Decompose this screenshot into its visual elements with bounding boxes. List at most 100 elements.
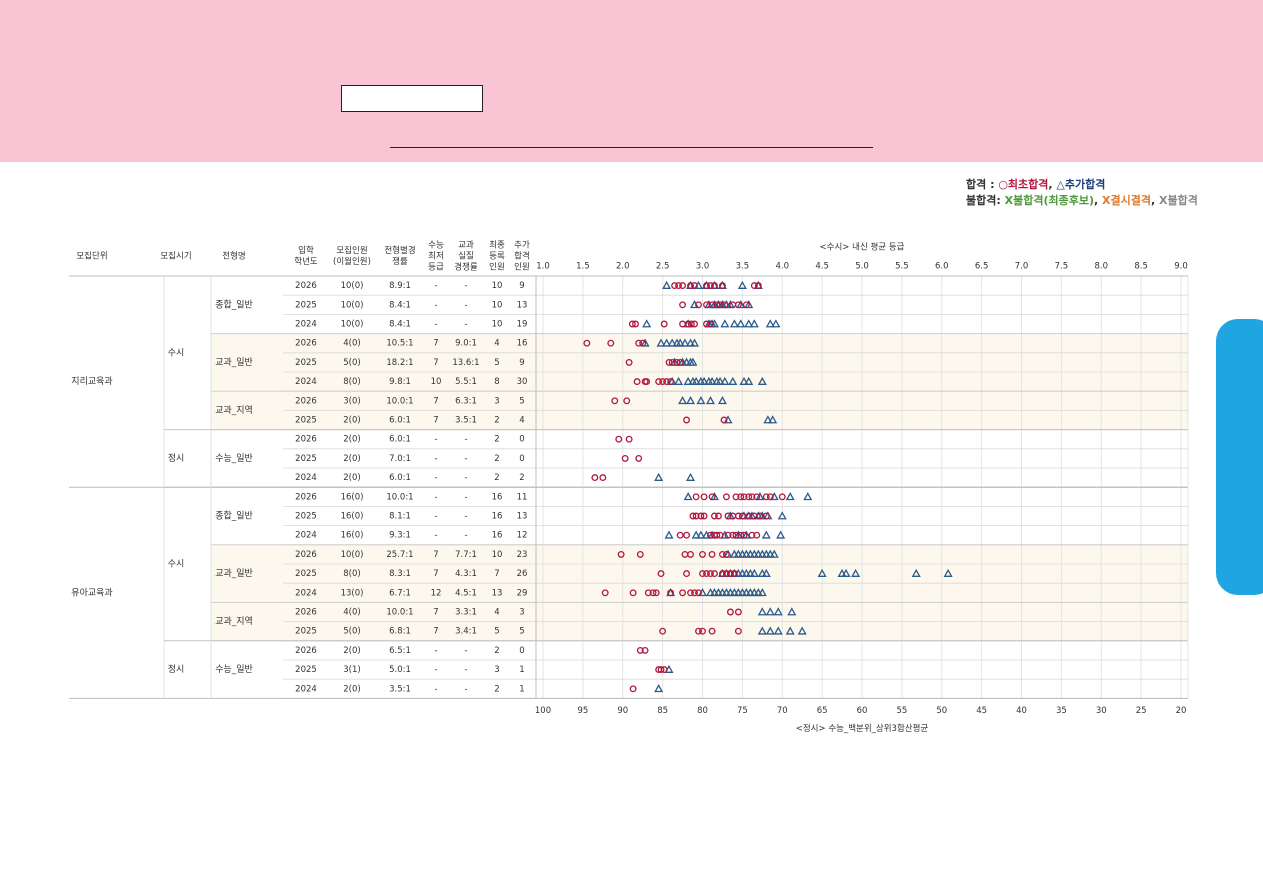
bottom-tick-label: 70 — [777, 706, 788, 716]
first-pass-point — [737, 531, 745, 539]
additional-pass-point — [763, 415, 773, 424]
cell-quota: 8(0) — [343, 377, 360, 387]
additional-pass-point — [699, 376, 709, 385]
cell-year: 2025 — [295, 454, 317, 464]
cell-ratio: 6.0:1 — [389, 416, 411, 426]
cell-real-ratio: - — [464, 454, 467, 464]
first-pass-point — [703, 570, 710, 578]
first-pass-point — [762, 512, 770, 520]
additional-pass-point — [725, 511, 735, 520]
additional-pass-point — [691, 376, 701, 385]
cell-min-grade: - — [434, 454, 437, 464]
cell-min-grade: 7 — [433, 358, 438, 368]
additional-pass-point — [733, 530, 743, 539]
legend-fail-row: 불합격: X불합격(최종후보), X결시결격, X불합격 — [966, 194, 1198, 207]
cell-min-grade: - — [434, 646, 437, 656]
cell-extra: 1 — [519, 684, 524, 694]
cell-year: 2024 — [295, 473, 317, 483]
cell-extra: 19 — [517, 320, 528, 330]
first-pass-point — [663, 378, 671, 386]
cell-year: 2026 — [295, 396, 317, 406]
bottom-tick-label: 85 — [657, 706, 668, 716]
cell-enroll: 10 — [492, 550, 503, 560]
header-banner — [0, 0, 1263, 162]
cell-enroll: 8 — [494, 377, 499, 387]
cell-year: 2025 — [295, 416, 317, 426]
additional-pass-point — [765, 319, 775, 328]
additional-pass-point — [851, 568, 861, 577]
first-pass-point — [699, 627, 706, 635]
side-tab[interactable] — [1216, 319, 1263, 595]
first-pass-point — [707, 320, 714, 328]
cell-quota: 2(0) — [343, 473, 360, 483]
additional-pass-point — [841, 568, 851, 577]
column-header-real: 실질 — [458, 251, 474, 262]
first-pass-point — [700, 512, 708, 520]
first-pass-point — [711, 512, 718, 520]
cell-ratio: 9.3:1 — [389, 531, 411, 541]
first-pass-point — [673, 358, 681, 366]
first-pass-point — [625, 435, 633, 443]
additional-pass-point — [670, 357, 680, 366]
cell-extra: 13 — [517, 300, 528, 310]
bottom-axis-title: <정시> 수능_백분위_상위3합산평균 — [796, 723, 929, 734]
additional-pass-point — [749, 319, 759, 328]
first-pass-point — [639, 339, 647, 347]
first-pass-point — [679, 301, 687, 309]
first-pass-point — [734, 608, 742, 616]
first-pass-point — [708, 550, 716, 558]
column-header-enroll: 최종 — [489, 240, 505, 251]
cell-real-ratio: - — [464, 435, 467, 445]
cell-real-ratio: 6.3:1 — [455, 396, 477, 406]
first-pass-point — [683, 531, 690, 539]
first-pass-point — [659, 627, 667, 635]
first-pass-point — [676, 531, 684, 539]
first-pass-point — [724, 531, 732, 539]
additional-pass-point — [736, 319, 746, 328]
cell-enroll: 7 — [494, 569, 499, 579]
cell-ratio: 6.5:1 — [389, 646, 411, 656]
cell-enroll: 2 — [494, 435, 499, 445]
first-pass-point — [748, 531, 756, 539]
cell-enroll: 2 — [494, 646, 499, 656]
column-header-type: 전형명 — [222, 251, 245, 262]
cell-min-grade: 10 — [431, 377, 442, 387]
cell-ratio: 9.8:1 — [389, 377, 411, 387]
additional-pass-point — [680, 338, 690, 347]
cell-min-grade: - — [434, 684, 437, 694]
additional-pass-point — [943, 568, 953, 577]
type-label: 종합_일반 — [215, 299, 253, 310]
cell-year: 2025 — [295, 569, 317, 579]
cell-extra: 5 — [519, 627, 524, 637]
cell-year: 2026 — [295, 281, 317, 291]
cell-extra: 9 — [519, 281, 524, 291]
first-pass-point — [738, 512, 746, 520]
first-pass-point — [655, 378, 663, 386]
first-pass-point — [644, 589, 652, 597]
additional-pass-point — [777, 511, 787, 520]
column-header-year: 학년도 — [294, 256, 318, 267]
first-pass-point — [660, 666, 668, 674]
first-pass-point — [734, 512, 742, 520]
cell-real-ratio: - — [464, 646, 467, 656]
additional-pass-point — [683, 376, 693, 385]
first-pass-point — [629, 685, 637, 693]
top-tick-label: 3.0 — [696, 262, 710, 272]
cell-min-grade: - — [434, 320, 437, 330]
first-pass-point — [671, 282, 679, 290]
cell-extra: 2 — [519, 473, 524, 483]
first-pass-point — [722, 570, 730, 578]
cell-enroll: 16 — [492, 531, 503, 541]
additional-pass-point — [667, 338, 677, 347]
first-pass-point — [615, 435, 623, 443]
first-pass-point — [621, 454, 629, 462]
additional-pass-point — [773, 626, 783, 635]
first-pass-point — [732, 531, 740, 539]
additional-pass-point — [690, 338, 700, 347]
cell-extra: 12 — [517, 531, 528, 541]
first-pass-point — [660, 320, 668, 328]
cell-enroll: 13 — [492, 588, 503, 598]
first-pass-point — [754, 282, 762, 290]
additional-pass-point — [683, 492, 693, 501]
cell-min-grade: 7 — [433, 627, 438, 637]
